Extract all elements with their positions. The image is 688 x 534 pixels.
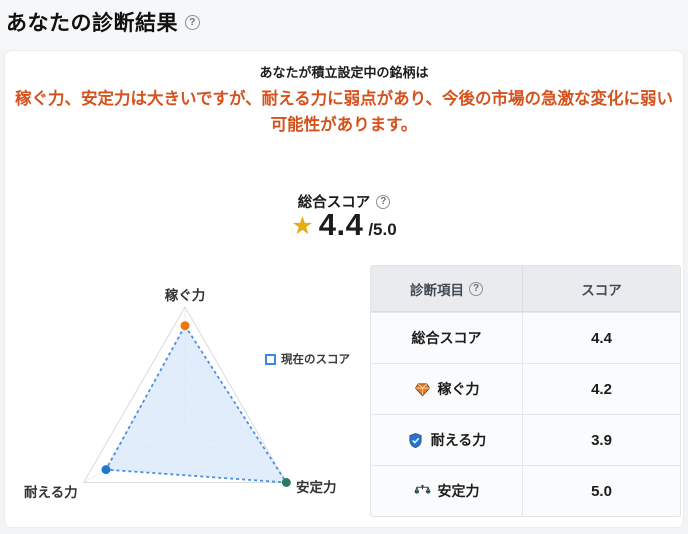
overall-score: ★ 4.4 /5.0	[0, 207, 688, 243]
legend-dashed-square-icon	[265, 353, 276, 365]
header-score-text: スコア	[581, 282, 622, 298]
table-row: 稼ぐ力 4.2	[371, 363, 680, 414]
table-row: 耐える力 3.9	[371, 414, 680, 465]
table-row: 安定力 5.0	[371, 465, 680, 516]
row-label-text: 稼ぐ力	[437, 381, 480, 397]
axis-label-endurance: 耐える力	[24, 485, 78, 500]
row-label-stability: 安定力	[371, 466, 523, 516]
overall-score-label-text: 総合スコア	[297, 195, 371, 211]
row-label-text: 総合スコア	[411, 330, 482, 346]
diagnosis-message: 稼ぐ力、安定力は大きいですが、耐える力に弱点があり、今後の市場の急激な変化に弱い…	[14, 90, 674, 134]
chart-legend: 現在のスコア	[265, 351, 350, 367]
intro-text: あなたが積立設定中の銘柄は	[259, 65, 429, 80]
score-table-header: 診断項目 ? スコア	[371, 266, 680, 312]
radar-chart: 稼ぐ力 安定力 耐える力 現在のスコア	[20, 278, 370, 528]
star-icon: ★	[291, 212, 314, 240]
score-table: 診断項目 ? スコア 総合スコア 4.4 稼ぐ力 4.2 耐える力	[370, 265, 681, 517]
page-title: あなたの診断結果 ?	[6, 7, 200, 37]
legend-label: 現在のスコア	[281, 354, 350, 366]
overall-score-denominator: /5.0	[368, 220, 397, 239]
shield-icon	[407, 432, 424, 449]
axis-label-stability: 安定力	[296, 480, 337, 495]
row-label-endurance: 耐える力	[371, 415, 523, 465]
scale-icon	[414, 483, 431, 500]
row-label-overall: 総合スコア	[371, 313, 523, 363]
row-label-text: 安定力	[437, 483, 480, 499]
row-label-text: 耐える力	[430, 432, 487, 448]
row-label-earning: 稼ぐ力	[371, 364, 523, 414]
radar-chart-svg	[82, 305, 291, 487]
overall-score-help-icon[interactable]: ?	[376, 194, 391, 209]
title-help-icon[interactable]: ?	[185, 14, 200, 30]
axis-label-earning-power: 稼ぐ力	[164, 288, 206, 303]
row-score-overall: 4.4	[591, 329, 612, 347]
table-row: 総合スコア 4.4	[371, 312, 680, 363]
header-item-text: 診断項目	[410, 282, 464, 298]
overall-score-label: 総合スコア ?	[0, 191, 688, 212]
diamond-icon	[414, 381, 431, 398]
header-cell-item: 診断項目 ?	[371, 266, 523, 311]
header-cell-score: スコア	[523, 266, 680, 311]
table-header-help-icon[interactable]: ?	[469, 281, 483, 296]
page-title-text: あなたの診断結果	[6, 12, 178, 35]
page-header	[0, 0, 688, 50]
row-score-stability: 5.0	[591, 482, 612, 500]
row-score-endurance: 3.9	[591, 431, 612, 449]
overall-score-value: 4.4	[318, 207, 364, 242]
row-score-earning: 4.2	[591, 380, 612, 398]
